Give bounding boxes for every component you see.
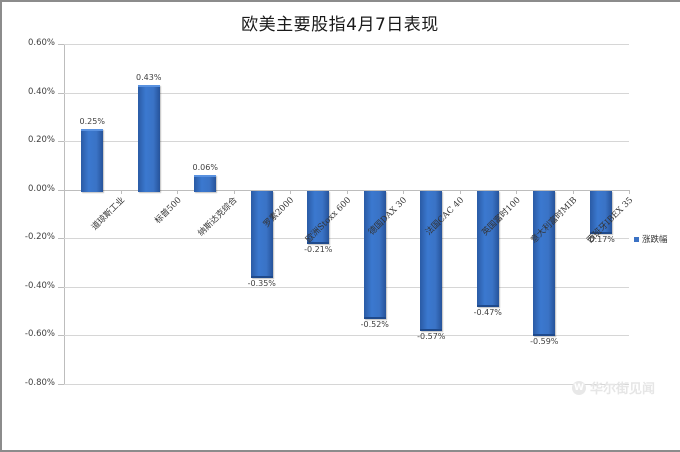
bar bbox=[420, 190, 443, 332]
data-label: -0.57% bbox=[417, 332, 446, 342]
y-axis-line bbox=[64, 44, 65, 384]
data-label: 0.25% bbox=[79, 117, 105, 126]
data-label: -0.47% bbox=[473, 307, 502, 317]
y-tick-mark bbox=[58, 238, 64, 240]
y-tick-label: -0.80% bbox=[24, 378, 55, 388]
x-tick-mark bbox=[459, 189, 461, 194]
y-tick-mark bbox=[58, 335, 64, 337]
y-tick-label: -0.60% bbox=[24, 329, 55, 340]
y-tick-label: -0.20% bbox=[24, 232, 55, 243]
y-tick-mark bbox=[58, 189, 64, 191]
y-tick-label: 0.00% bbox=[27, 183, 55, 194]
plot-area: 0.25% 0.43% 0.06% -0.35% -0.21% -0.52% -0.57% -… bbox=[58, 44, 630, 385]
data-label: -0.21% bbox=[304, 244, 333, 254]
gridline bbox=[64, 286, 629, 288]
data-label: 0.06% bbox=[192, 163, 218, 173]
bar bbox=[589, 190, 612, 234]
y-tick-mark bbox=[58, 92, 64, 94]
y-tick-label: 0.60% bbox=[27, 38, 55, 48]
bar bbox=[363, 190, 386, 319]
watermark: W 华尔街见闻 bbox=[572, 378, 655, 397]
y-tick-mark bbox=[58, 286, 64, 288]
watermark-logo-icon: W bbox=[572, 380, 586, 395]
y-tick-label: 0.40% bbox=[27, 86, 55, 97]
x-tick-mark bbox=[346, 189, 348, 194]
watermark-text: 华尔街见闻 bbox=[590, 382, 656, 397]
x-tick-mark bbox=[233, 189, 235, 194]
bar bbox=[137, 85, 160, 192]
x-tick-mark bbox=[120, 189, 122, 194]
gridline bbox=[64, 92, 629, 94]
x-tick-mark bbox=[403, 189, 404, 194]
y-tick-label: -0.40% bbox=[24, 280, 55, 291]
y-tick-mark bbox=[58, 141, 64, 143]
legend: 涨跌幅 bbox=[634, 233, 668, 245]
x-tick-mark bbox=[290, 189, 291, 194]
x-tick-mark bbox=[572, 189, 574, 194]
chart-title: 欧美主要股指4月7日表现 bbox=[241, 15, 439, 35]
gridline bbox=[64, 238, 629, 240]
data-label: -0.35% bbox=[247, 278, 276, 288]
bar bbox=[533, 190, 556, 336]
y-tick-label: 0.20% bbox=[27, 135, 55, 146]
data-label: -0.59% bbox=[530, 337, 559, 346]
gridline bbox=[64, 141, 629, 143]
bar bbox=[194, 175, 217, 192]
x-tick-mark bbox=[629, 189, 630, 194]
x-tick-mark bbox=[64, 189, 65, 194]
bar bbox=[307, 190, 330, 244]
x-tick-mark bbox=[516, 189, 517, 194]
data-label: 0.43% bbox=[136, 73, 162, 83]
legend-label: 涨跌幅 bbox=[642, 235, 668, 245]
y-tick-mark bbox=[58, 384, 64, 385]
data-label: -0.17% bbox=[586, 235, 615, 244]
bar bbox=[250, 190, 273, 278]
gridline bbox=[64, 335, 629, 337]
gridline bbox=[64, 384, 629, 385]
data-label: -0.52% bbox=[360, 320, 389, 329]
gridline bbox=[64, 44, 629, 45]
x-tick-mark bbox=[177, 189, 178, 194]
y-tick-mark bbox=[58, 44, 64, 45]
legend-swatch-icon bbox=[634, 236, 639, 242]
bar bbox=[476, 190, 499, 307]
bar bbox=[81, 129, 104, 192]
